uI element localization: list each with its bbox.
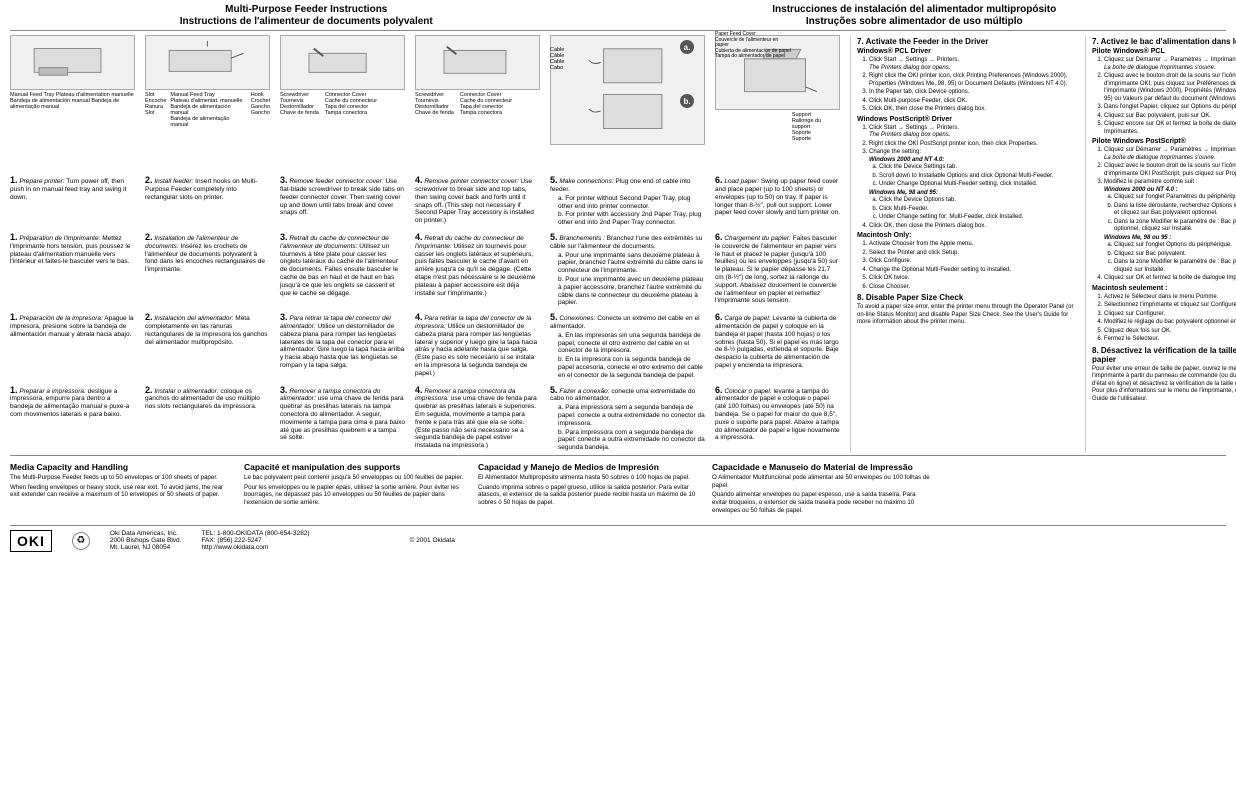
fig-2-caption: Slot Encoche Ranura Slot Manual Feed Tra… [145,92,270,128]
pt-s1: 1. Preparar a impressora: desligue a imp… [10,385,135,453]
fig-3: Screwdriver Tournevis Destornillador Cha… [280,35,405,171]
recycle-icon: ♻ [72,532,90,550]
en-s1: 1. Prepare printer: Turn power off, then… [10,175,135,228]
page: Multi-Purpose Feeder Instructions Instru… [0,0,1236,800]
fr-s6: 6. Chargement du papier: Faites basculer… [715,232,840,308]
fig-1-caption: Manual Feed Tray Plateau d'alimentation … [10,92,135,110]
es-s1: 1. Preparación de la impresora: Apague l… [10,312,135,380]
fr-s3: 3. Retrait du cache du connecteur de l'a… [280,232,405,308]
oki-logo: OKI [10,530,52,552]
footer: OKI ♻ Oki Data Americas, Inc. 2000 Bisho… [10,525,1226,552]
fr-s5: 5. Branchements : Branchez l'une des ext… [550,232,705,308]
fig-2-img [145,35,270,90]
fr-s4: 4. Retrait du cache du connecteur de l'i… [415,232,540,308]
title-left-2: Instructions de l'alimenteur de document… [180,16,433,28]
s8-title: 8. Disable Paper Size Check [857,293,1075,302]
s8-body: To avoid a paper size error, enter the p… [857,304,1075,327]
fig-4-img [415,35,540,90]
mac-title: Macintosh Only: [857,232,1075,239]
fig-1-img [10,35,135,90]
footer-copyright: © 2001 Okidata [410,537,455,544]
fr-s2: 2. Installation de l'alimenteur de docum… [145,232,270,308]
title-left: Multi-Purpose Feeder Instructions Instru… [180,4,433,28]
title-left-1: Multi-Purpose Feeder Instructions [180,4,433,16]
bottom-divider [10,455,1226,456]
fig-5-caption: Cable Câble Cable Cabo [550,47,705,71]
driver-en: 7. Activate the Feeder in the Driver Win… [850,35,1075,453]
fig-2: Slot Encoche Ranura Slot Manual Feed Tra… [145,35,270,171]
fig-3-caption: Screwdriver Tournevis Destornillador Cha… [280,92,405,116]
fig-3-img [280,35,405,90]
title-row: Multi-Purpose Feeder Instructions Instru… [10,4,1226,28]
fig-4: Screwdriver Tournevis Destornillador Cha… [415,35,540,171]
title-right-1: Instrucciones de instalación del aliment… [772,4,1056,16]
es-s3: 3. Para retirar la tapa del conector del… [280,312,405,380]
bottom-fr: Capacité et manipulation des supports Le… [244,462,464,517]
bottom-en: Media Capacity and Handling The Multi-Pu… [10,462,230,517]
bottom-row: Media Capacity and Handling The Multi-Pu… [10,462,1226,517]
pt-s2: 2. Instalar o alimentador: coloque os ga… [145,385,270,453]
es-s2: 2. Instalación del alimentador: Meta com… [145,312,270,380]
pt-s3: 3. Remover a tampa conectora do alimenta… [280,385,405,453]
fig-6-caption: Paper Feed Cover Couvercle de l'alimente… [715,112,840,142]
fig-4-caption: Screwdriver Tournevis Destornillador Cha… [415,92,540,116]
title-right: Instrucciones de instalación del aliment… [772,4,1056,28]
fr-s1: 1. Préparation de l'imprimante: Mettez l… [10,232,135,308]
en-s3: 3. Remove feeder connector cover: Use fl… [280,175,405,228]
main-grid: Manual Feed Tray Plateau d'alimentation … [10,35,1226,453]
footer-address: Oki Data Americas, Inc. 2000 Bishops Gat… [110,530,182,551]
pt-s4: 4. Remover a tampa conectora da impresso… [415,385,540,453]
es-s4: 4. Para retirar la tapa del conector de … [415,312,540,380]
en-s6: 6. Load paper: Swing up paper feed cover… [715,175,840,228]
bottom-pt: Capacidade e Manuseio do Material de Imp… [712,462,932,517]
es-s5: 5. Conexiones: Conecte un extremo del ca… [550,312,705,380]
bottom-es: Capacidad y Manejo de Medios de Impresió… [478,462,698,517]
en-s5: 5. Make connections: Plug one end of cab… [550,175,705,228]
pcl-title: Windows® PCL Driver [857,48,1075,55]
es-s6: 6. Carga de papel: Levante la cubierta d… [715,312,840,380]
badge-b: b. [680,94,694,108]
pt-s6: 6. Colocar o papel: levante a tampa do a… [715,385,840,453]
fig-6: Paper Feed Cover Couvercle de l'alimente… [715,35,840,171]
pt-s5: 5. Fazer a conexão: conecte uma extremid… [550,385,705,453]
fig-5: a. b. Cable Câble Cable Cabo [550,35,705,171]
footer-contact: TEL: 1-800-OKIDATA (800-654-3282) FAX: (… [201,530,309,551]
s7-title: 7. Activate the Feeder in the Driver [857,37,1075,46]
fig-1: Manual Feed Tray Plateau d'alimentation … [10,35,135,171]
ps-title: Windows PostScript® Driver [857,116,1075,123]
driver-fr: 7. Activez le bac d'alimentation dans le… [1085,35,1236,453]
en-s2: 2. Install feeder: Insert hooks on Multi… [145,175,270,228]
title-divider [10,30,1226,31]
en-s4: 4. Remove printer connector cover: Use s… [415,175,540,228]
title-right-2: Instruções sobre alimentador de uso múlt… [772,16,1056,28]
